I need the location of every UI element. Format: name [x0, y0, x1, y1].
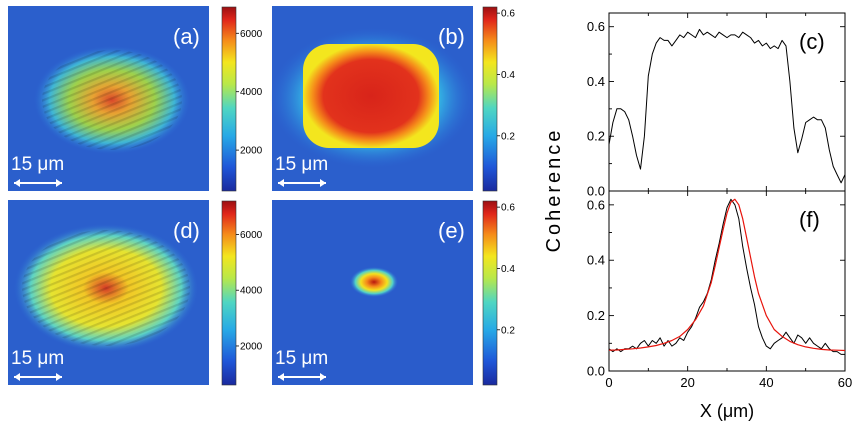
y-tick-label: 0.2 — [587, 308, 605, 323]
y-tick-label: 0.6 — [587, 197, 605, 212]
x-tick-label: 40 — [759, 375, 773, 390]
x-axis-label: X (μm) — [700, 401, 754, 421]
plot-c: 0.0 0.2 0.4 0.6 (c) — [587, 12, 846, 199]
data-series-line — [608, 198, 845, 355]
map-d: (d) 15 μm 6000 4000 2000 — [8, 200, 263, 386]
map-d-colorbar-tick-label: 4000 — [240, 286, 263, 297]
map-a-label: (a) — [173, 24, 200, 49]
map-d-colorbar-tick-label: 6000 — [240, 230, 263, 241]
x-tick-label: 20 — [680, 375, 694, 390]
y-tick-label: 0.6 — [587, 19, 605, 34]
y-tick-label: 0.0 — [587, 364, 605, 379]
map-a-colorbar-ticks: 6000 4000 2000 — [236, 29, 263, 157]
y-tick-label: 0.2 — [587, 129, 605, 144]
map-b-coherence-core — [303, 44, 439, 148]
fit-series-line — [608, 198, 846, 352]
map-d-colorbar-tick-label: 2000 — [240, 341, 263, 352]
map-d-scale-text: 15 μm — [11, 348, 64, 369]
map-a-colorbar-tick-label: 2000 — [240, 146, 263, 157]
map-b-colorbar — [482, 6, 498, 192]
map-a-colorbar — [221, 6, 237, 192]
y-tick-label: 0.4 — [587, 74, 605, 89]
map-a-colorbar-tick-label: 6000 — [240, 29, 263, 40]
map-a-scale-text: 15 μm — [11, 154, 64, 175]
map-b: (b) 15 μm 0.6 0.4 0.2 — [270, 6, 515, 192]
map-d-label: (d) — [173, 218, 200, 243]
map-b-label: (b) — [438, 24, 465, 49]
map-e-scale-text: 15 μm — [275, 348, 328, 369]
map-b-colorbar-tick-label: 0.6 — [501, 9, 515, 20]
map-e: (e) 15 μm 0.6 0.4 0.2 — [272, 200, 515, 386]
map-b-colorbar-tick-label: 0.2 — [501, 131, 515, 142]
map-d-fringes — [22, 230, 190, 346]
map-d-colorbar-ticks: 6000 4000 2000 — [236, 230, 263, 352]
map-e-colorbar-tick-label: 0.2 — [501, 325, 515, 336]
data-series-line — [608, 28, 846, 184]
map-d-colorbar — [221, 200, 237, 386]
map-a-colorbar-tick-label: 4000 — [240, 87, 263, 98]
map-b-scale-text: 15 μm — [275, 154, 328, 175]
map-a: (a) 15 μm 6000 4000 2000 — [8, 6, 263, 192]
map-e-scale-arrow — [278, 373, 326, 381]
map-e-coherence-spot — [350, 267, 398, 297]
map-e-colorbar-tick-label: 0.6 — [501, 203, 515, 214]
map-e-colorbar-tick-label: 0.4 — [501, 264, 515, 275]
map-e-colorbar-ticks: 0.6 0.4 0.2 — [497, 203, 515, 336]
x-tick-label: 60 — [838, 375, 852, 390]
y-axis-label: Coherence — [543, 128, 565, 253]
map-a-scale-arrow — [14, 179, 62, 187]
y-tick-label: 0.0 — [587, 184, 605, 199]
plot-panel-label: (f) — [799, 207, 820, 232]
map-d-scale-arrow — [14, 373, 62, 381]
y-tick-label: 0.4 — [587, 253, 605, 268]
map-e-label: (e) — [438, 218, 465, 243]
map-b-scale-arrow — [278, 179, 326, 187]
x-tick-label: 0 — [605, 375, 612, 390]
plot-f: 0 20 40 60 0.0 0.2 0.4 0.6 (f) — [587, 190, 852, 390]
map-b-colorbar-ticks: 0.6 0.4 0.2 — [497, 9, 515, 142]
plot-panel-label: (c) — [799, 29, 825, 54]
map-b-colorbar-tick-label: 0.4 — [501, 70, 515, 81]
map-e-colorbar — [482, 200, 498, 386]
map-a-fringes — [42, 50, 182, 150]
